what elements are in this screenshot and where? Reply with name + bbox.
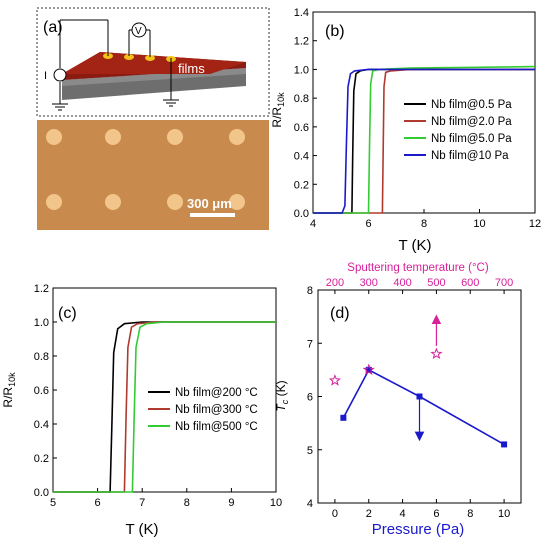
top-x-tick-label: 500 xyxy=(427,277,445,289)
panel-c-label: (c) xyxy=(58,305,77,322)
x-axis-label: T (K) xyxy=(125,521,158,538)
series-line xyxy=(53,321,276,493)
x-axis-label: Pressure (Pa) xyxy=(372,521,465,538)
films-label: films xyxy=(178,61,205,76)
x-tick-label: 6 xyxy=(365,218,371,230)
x-axis-label: T (K) xyxy=(398,237,431,254)
x-tick-label: 0 xyxy=(332,508,338,520)
data-point-square xyxy=(340,414,347,421)
chart-c: (c) T (K) R/R10k 5 6 7 8 9 10 0.0 0.2 0.4 0.6 0.8 1… xyxy=(1,283,282,538)
y-tick-label: 6 xyxy=(307,392,313,404)
x-tick-label: 8 xyxy=(184,497,190,509)
y-tick-label: 0.6 xyxy=(34,385,49,397)
chart-b: (b) T (K) R/R10k 4 6 8 10 12 0.0 0.2 0.4 0.6 0.8 1… xyxy=(270,7,541,254)
top-x-axis-label: Sputtering temperature (°C) xyxy=(347,262,489,274)
micrograph-spot xyxy=(167,129,183,145)
x-tick-label: 8 xyxy=(467,508,473,520)
x-tick-label: 6 xyxy=(433,508,439,520)
series-line xyxy=(313,68,535,214)
top-x-tick-label: 600 xyxy=(461,277,479,289)
micrograph-spot xyxy=(46,129,62,145)
x-tick-label: 8 xyxy=(421,218,427,230)
current-source-icon xyxy=(53,68,67,82)
legend-label: Nb film@0.5 Pa xyxy=(431,99,512,111)
y-axis-label: R/R10k xyxy=(270,92,286,128)
micrograph-spot xyxy=(105,194,121,210)
data-point-square xyxy=(416,393,423,400)
x-tick-label: 10 xyxy=(473,218,485,230)
top-x-tick-label: 300 xyxy=(360,277,378,289)
y-tick-label: 0.4 xyxy=(294,151,309,163)
micrograph-spot xyxy=(229,129,245,145)
y-tick-label: 0.8 xyxy=(34,351,49,363)
y-tick-label: 0.8 xyxy=(294,93,309,105)
y-tick-label: 0.0 xyxy=(34,487,49,499)
x-tick-label: 9 xyxy=(228,497,234,509)
top-x-tick-label: 700 xyxy=(495,277,513,289)
panel-a-label: (a) xyxy=(43,19,63,36)
scale-bar-label: 300 μm xyxy=(187,196,232,211)
series-line xyxy=(313,65,536,214)
x-tick-label: 5 xyxy=(50,497,56,509)
data-point-star xyxy=(328,374,342,386)
legend-label: Nb film@5.0 Pa xyxy=(431,133,512,145)
legend-label: Nb film@300 °C xyxy=(175,404,258,416)
legend-label: Nb film@500 °C xyxy=(175,421,258,433)
panel-a: (a) films V I xyxy=(36,7,270,230)
legend-label: Nb film@2.0 Pa xyxy=(431,116,512,128)
x-tick-label: 7 xyxy=(139,497,145,509)
y-tick-label: 8 xyxy=(307,285,313,297)
y-tick-label: 0.2 xyxy=(294,179,309,191)
data-point-square xyxy=(365,366,372,373)
y-tick-label: 1.2 xyxy=(294,36,309,48)
y-axis-label: Tc (K) xyxy=(274,380,290,411)
legend-label: Nb film@10 Pa xyxy=(431,150,509,162)
chart-d: (d) Pressure (Pa) Sputtering temperature… xyxy=(274,262,522,538)
voltmeter-icon xyxy=(131,22,147,38)
series-line xyxy=(342,368,505,446)
y-tick-label: 4 xyxy=(307,498,313,510)
x-tick-label: 12 xyxy=(529,218,541,230)
electrode-3 xyxy=(145,55,155,61)
x-tick-label: 10 xyxy=(498,508,510,520)
x-tick-label: 10 xyxy=(270,497,282,509)
micrograph-spot xyxy=(105,129,121,145)
current-label: I xyxy=(44,70,47,82)
voltmeter-label: V xyxy=(135,26,142,37)
y-tick-label: 1.4 xyxy=(294,7,309,19)
y-tick-label: 7 xyxy=(307,338,313,350)
panel-d-label: (d) xyxy=(330,305,350,322)
micrograph-spot xyxy=(167,194,183,210)
data-point-star xyxy=(362,363,375,376)
scale-bar xyxy=(190,213,235,217)
x-tick-label: 6 xyxy=(95,497,101,509)
panel-b-label: (b) xyxy=(325,23,345,40)
y-tick-label: 1.0 xyxy=(34,317,49,329)
electrode-2 xyxy=(124,54,134,60)
x-tick-label: 2 xyxy=(366,508,372,520)
legend-label: Nb film@200 °C xyxy=(175,387,258,399)
micrograph-spot xyxy=(46,194,62,210)
plot-frame xyxy=(312,11,536,214)
y-tick-label: 0.2 xyxy=(34,453,49,465)
y-tick-label: 0.4 xyxy=(34,419,49,431)
top-x-tick-label: 400 xyxy=(393,277,411,289)
x-tick-label: 4 xyxy=(400,508,406,520)
y-tick-label: 1.2 xyxy=(34,283,49,295)
y-tick-label: 0.6 xyxy=(294,122,309,134)
top-x-tick-label: 200 xyxy=(326,277,344,289)
micrograph-spot xyxy=(229,194,245,210)
x-tick-label: 4 xyxy=(310,218,316,230)
data-point-star xyxy=(430,347,443,360)
y-tick-label: 0.0 xyxy=(294,208,309,220)
y-tick-label: 1.0 xyxy=(294,64,309,76)
y-axis-label: R/R10k xyxy=(1,372,17,408)
data-point-square xyxy=(501,441,508,448)
y-tick-label: 5 xyxy=(307,445,313,457)
